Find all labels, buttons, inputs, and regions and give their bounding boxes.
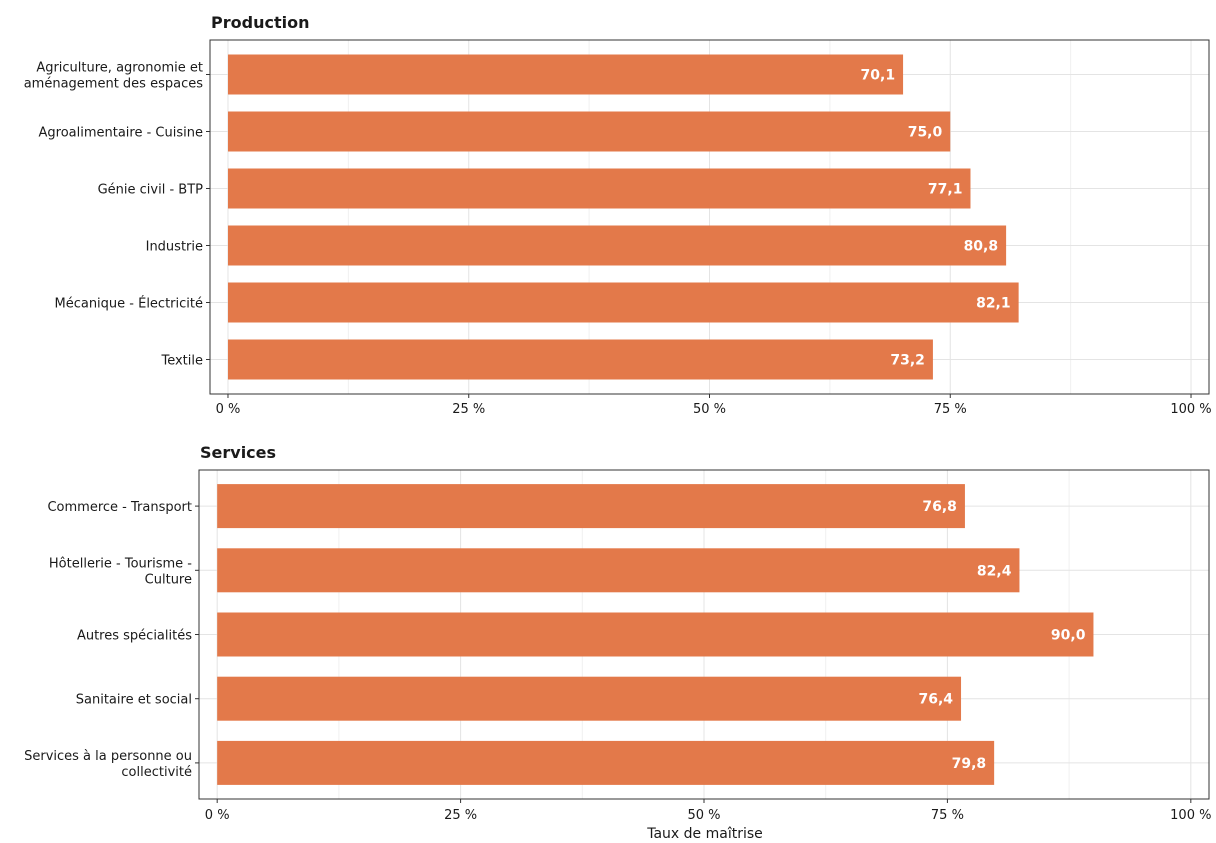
category-label: Génie civil - BTP <box>98 183 204 198</box>
x-axis-title: Taux de maîtrise <box>646 826 763 842</box>
bar-value-label: 80,8 <box>964 239 999 255</box>
services-panel: Services Taux de maîtrise 76,882,490,076… <box>24 443 1211 842</box>
bar-value-label: 90,0 <box>1051 628 1086 644</box>
category-label-line: Mécanique - Électricité <box>54 296 203 312</box>
category-label: Autres spécialités <box>77 629 192 644</box>
bar <box>217 740 995 785</box>
category-label: Agriculture, agronomie et aménagement des… <box>24 61 204 92</box>
x-tick-label: 50 % <box>693 402 726 417</box>
category-label: Services à la personne ou collectivité <box>24 749 192 780</box>
x-tick-label: 25 % <box>444 808 477 823</box>
category-label-line: Textile <box>160 354 203 369</box>
bar <box>227 339 933 380</box>
bar-value-label: 77,1 <box>928 182 963 198</box>
x-tick-label: 0 % <box>205 808 230 823</box>
bar <box>227 225 1007 266</box>
category-label-line: Génie civil - BTP <box>98 183 204 198</box>
production-panel: Production 70,1 75,0 77,1 80,8 82,1 73,2 Agric… <box>24 13 1212 417</box>
bar-value-label: 76,8 <box>922 499 957 515</box>
category-label: Commerce - Transport <box>47 500 192 515</box>
bar-value-label: 82,4 <box>977 563 1012 579</box>
category-label-line: Culture <box>145 572 192 587</box>
x-tick-label: 100 % <box>1170 808 1211 823</box>
category-label-line: Agriculture, agronomie et <box>36 61 203 76</box>
x-tick-label: 75 % <box>931 808 964 823</box>
bar-value-label: 70,1 <box>861 68 896 84</box>
category-label-line: Sanitaire et social <box>76 693 192 708</box>
category-label-line: Commerce - Transport <box>47 500 192 515</box>
x-tick-label: 100 % <box>1170 402 1211 417</box>
x-tick-label: 0 % <box>216 402 241 417</box>
bar <box>217 548 1020 593</box>
plot-area: 70,1 75,0 77,1 80,8 82,1 73,2 <box>210 40 1209 394</box>
bar-value-label: 73,2 <box>890 353 925 369</box>
x-tick-label: 75 % <box>934 402 967 417</box>
bar <box>217 676 962 721</box>
category-label-line: Hôtellerie - Tourisme - <box>49 556 192 571</box>
bar <box>227 54 904 95</box>
category-label: Textile <box>160 354 203 369</box>
category-label: Hôtellerie - Tourisme -Culture <box>49 556 192 587</box>
category-label: Industrie <box>146 240 203 255</box>
bar-value-label: 75,0 <box>908 125 943 141</box>
bar <box>227 111 951 152</box>
bar-value-label: 79,8 <box>952 756 987 772</box>
category-label-line: Industrie <box>146 240 203 255</box>
category-label: Mécanique - Électricité <box>54 296 203 312</box>
category-label-line: Agroalimentaire - Cuisine <box>39 126 204 141</box>
category-label: Sanitaire et social <box>76 693 192 708</box>
production-panel-title: Production <box>211 13 309 32</box>
category-label-line: collectivité <box>121 765 192 780</box>
bar <box>227 282 1019 323</box>
bar-value-label: 76,4 <box>918 692 953 708</box>
bar-value-label: 82,1 <box>976 296 1011 312</box>
category-label-line: Autres spécialités <box>77 629 192 644</box>
x-tick-label: 50 % <box>687 808 720 823</box>
bar <box>217 484 965 529</box>
x-tick-label: 25 % <box>452 402 485 417</box>
plot-area: 76,8 82,4 90,0 76,4 79,8 <box>199 470 1209 799</box>
bar <box>217 612 1094 657</box>
category-label: Agroalimentaire - Cuisine <box>39 126 204 141</box>
services-panel-title: Services <box>200 443 276 462</box>
bar <box>227 168 971 209</box>
category-label-line: aménagement des espaces <box>24 77 204 92</box>
category-label-line: Services à la personne ou <box>24 749 192 764</box>
